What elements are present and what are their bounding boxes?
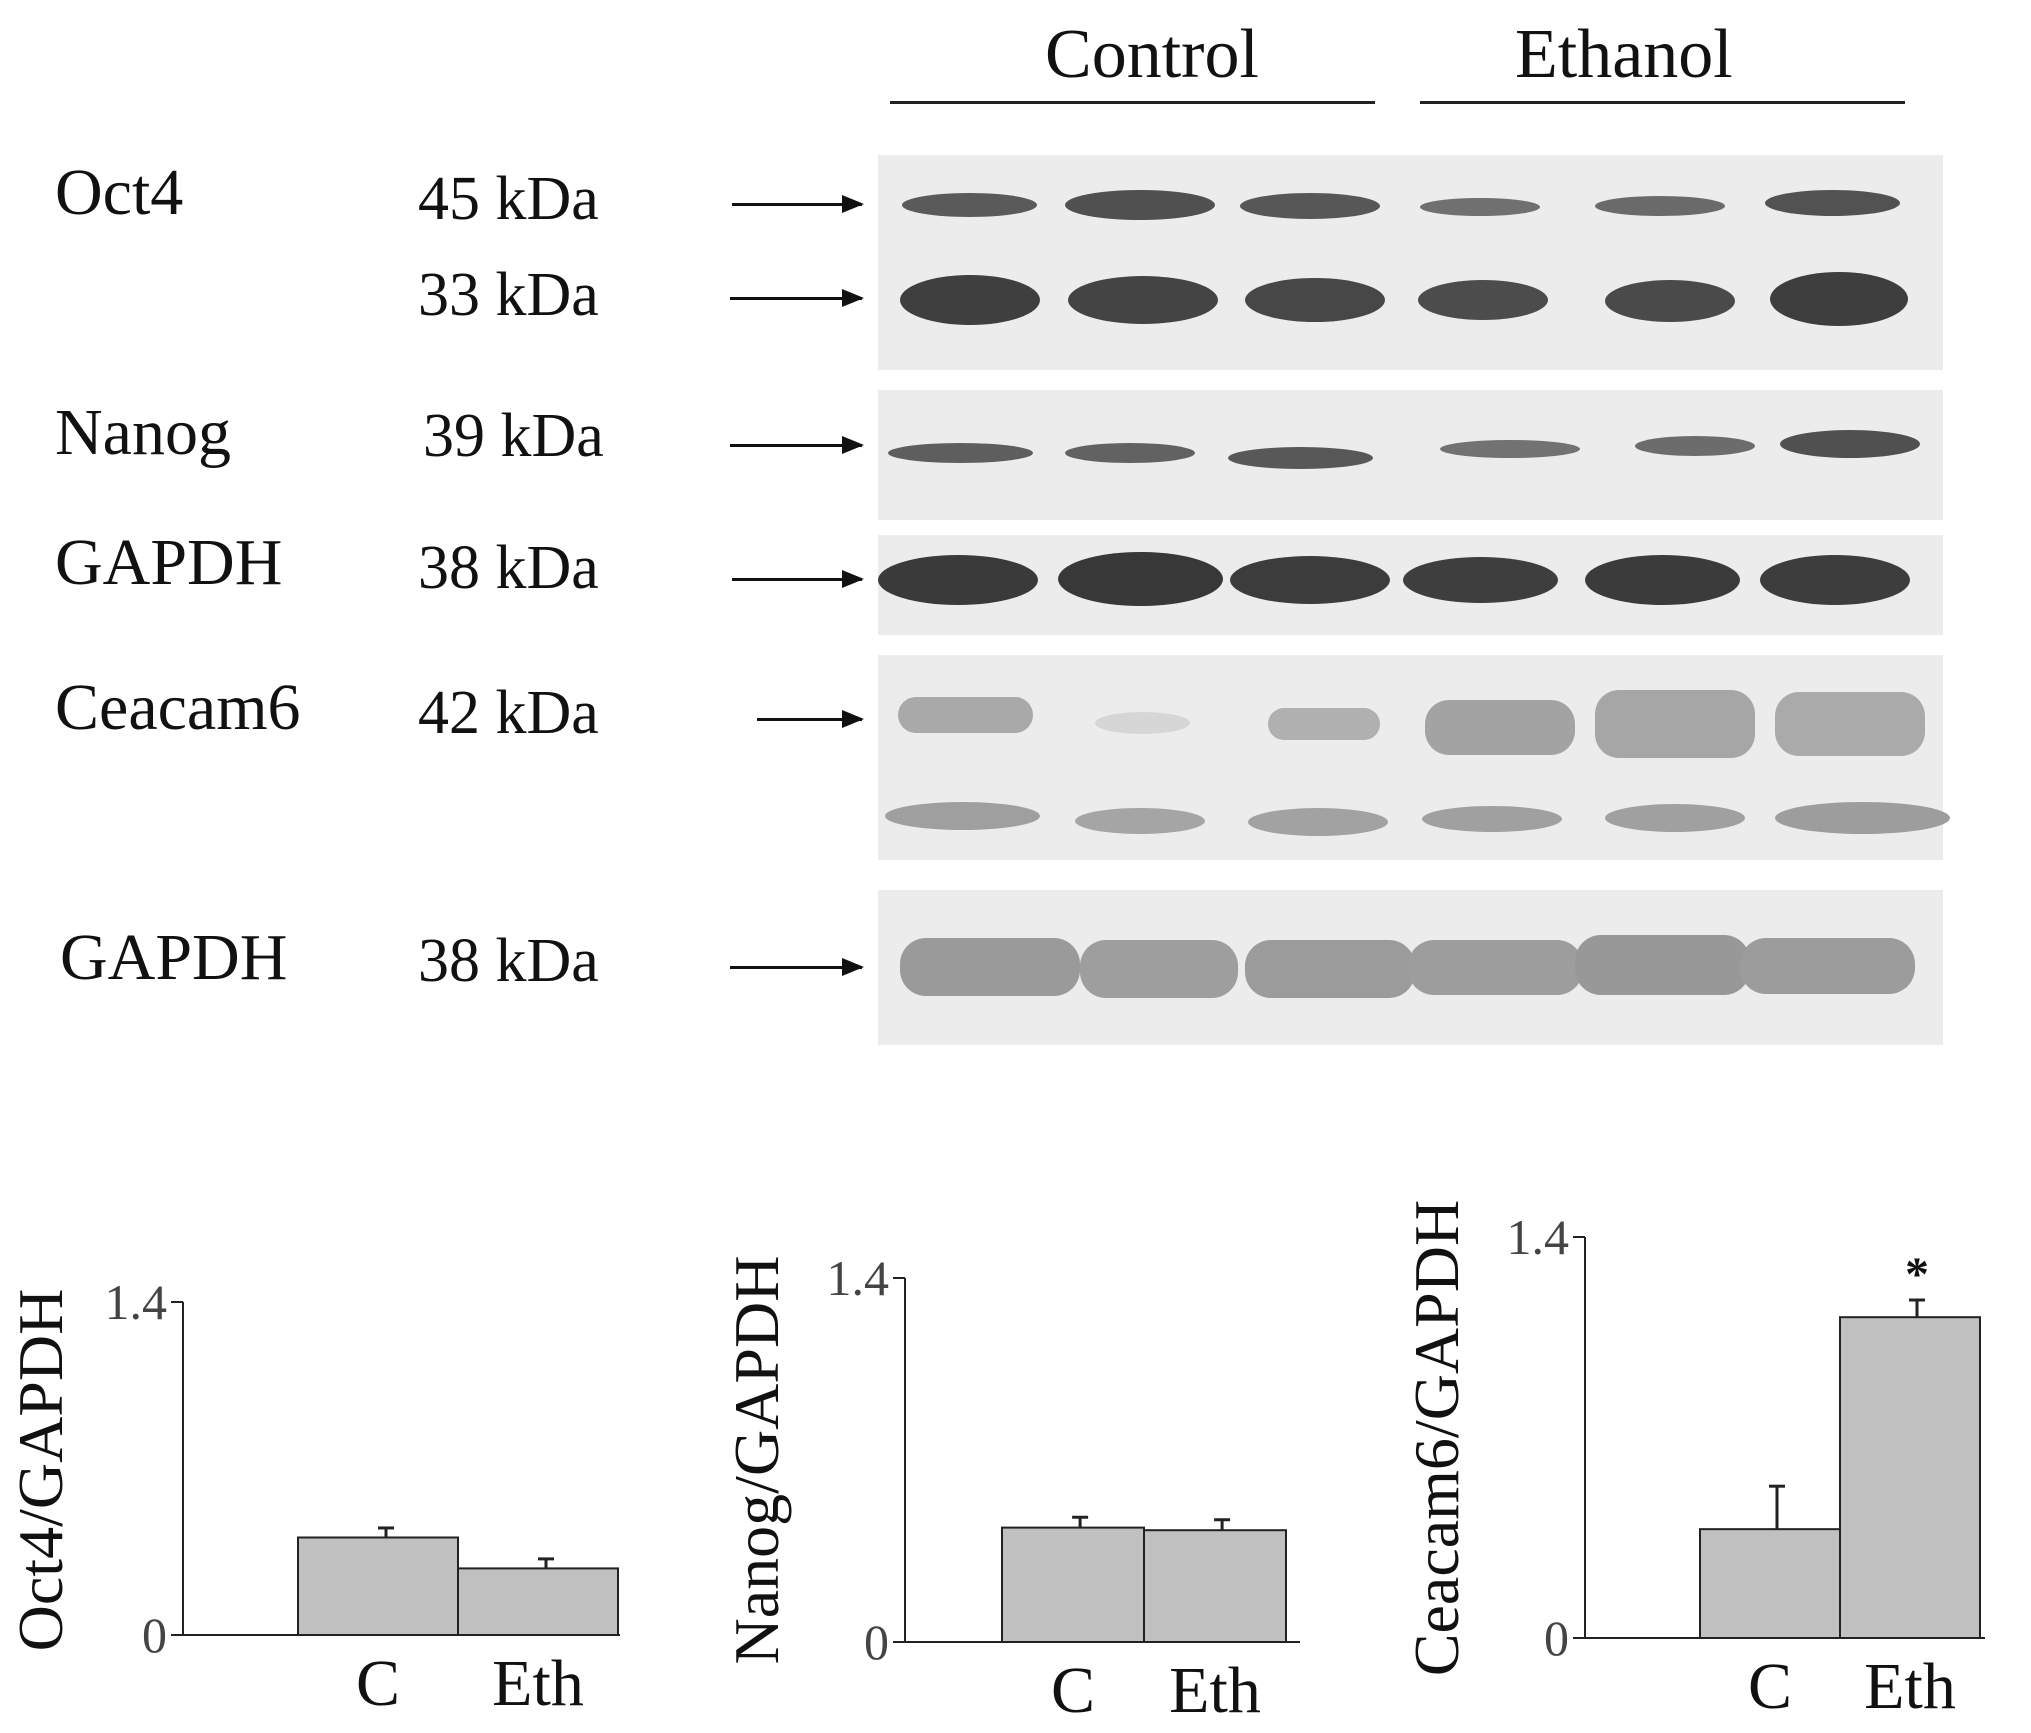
blot-band [1268,708,1380,740]
ethanol-group-underline [1420,101,1905,104]
x-category-label: Eth [492,1647,584,1720]
blot-band [1075,808,1205,834]
blot-band [1585,555,1740,605]
blot-band [885,802,1040,830]
y-tick-label: 1.4 [105,1274,168,1330]
blot-band [1240,193,1380,219]
blot-band [1605,804,1745,832]
blot-band [1228,447,1373,469]
protein-label-nanog: Nanog [55,396,231,469]
blot-band [1595,196,1725,216]
group-label-ethanol: Ethanol [1515,16,1733,93]
blot-band [1760,555,1910,605]
blot-band [1440,440,1580,458]
kda-label-33: 33 kDa [418,261,599,329]
protein-label-gapdh-1: GAPDH [55,526,283,599]
arrow-oct4-45 [732,195,864,213]
blot-band [1425,700,1575,755]
blot-band [1422,806,1562,832]
x-category-label: Eth [1169,1654,1261,1727]
bar [1001,1526,1145,1643]
blot-band [1575,935,1750,995]
x-category-label: C [1748,1650,1792,1723]
arrow-gapdh-2 [730,958,864,976]
protein-label-gapdh-2: GAPDH [60,921,288,994]
blot-band [878,555,1038,605]
bar [1839,1316,1981,1639]
blot-band [902,193,1037,217]
bar [457,1567,619,1637]
blot-band [900,275,1040,325]
blot-band [1605,280,1735,322]
kda-label-42: 42 kDa [418,679,599,747]
arrow-nanog [730,436,864,454]
blot-band [1230,556,1390,604]
protein-label-ceacam6: Ceacam6 [55,671,301,744]
blot-band [1635,436,1755,456]
y-tick-label: 1.4 [827,1250,890,1306]
blot-band [1245,940,1415,998]
kda-label-45: 45 kDa [418,165,599,233]
group-label-control: Control [1045,16,1259,93]
blot-band [1058,552,1223,606]
blot-band [1245,278,1385,322]
y-axis-label: Ceacam6/GAPDH [1401,1200,1472,1676]
blot-band [1740,938,1915,994]
bar [1699,1528,1841,1639]
blot-band [1595,690,1755,758]
blot-band [1780,430,1920,458]
blot-band [1775,692,1925,756]
blot-band [888,443,1033,463]
bar [297,1536,459,1636]
blot-panel-ceacam6 [878,655,1943,860]
blot-band [1765,190,1900,216]
blot-panel-nanog [878,390,1943,520]
y-axis-label: Nanog/GAPDH [721,1256,792,1665]
blot-band [1775,802,1950,834]
y-axis-label: Oct4/GAPDH [5,1289,76,1652]
y-tick-label: 0 [1544,1610,1569,1666]
bar [1143,1529,1287,1643]
control-group-underline [890,101,1375,104]
arrow-oct4-33 [730,289,864,307]
blot-band [1065,443,1195,463]
arrow-gapdh-1 [732,570,864,588]
kda-label-38a: 38 kDa [418,534,599,602]
blot-band [1065,190,1215,220]
protein-label-oct4: Oct4 [55,156,184,229]
arrow-ceacam6 [757,710,864,728]
y-tick-label: 0 [864,1614,889,1670]
y-tick-label: 1.4 [1507,1209,1570,1265]
kda-label-39: 39 kDa [423,402,604,470]
blot-band [1403,557,1558,603]
x-category-label: C [356,1647,400,1720]
x-category-label: C [1051,1654,1095,1727]
blot-band [1068,276,1218,324]
blot-band [1418,280,1548,320]
x-category-label: Eth [1864,1650,1956,1723]
kda-label-38b: 38 kDa [418,927,599,995]
blot-panel-oct4 [878,155,1943,370]
blot-band [1420,198,1540,216]
y-tick-label: 0 [142,1607,167,1663]
blot-band [1095,712,1190,734]
blot-band [1408,940,1583,995]
blot-band [898,697,1033,733]
blot-band [1080,940,1238,998]
significance-marker: * [1905,1248,1929,1301]
blot-band [1248,808,1388,836]
blot-band [1770,272,1908,326]
blot-band [900,938,1080,996]
